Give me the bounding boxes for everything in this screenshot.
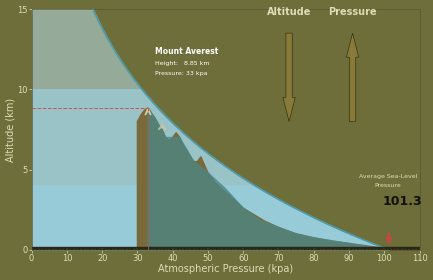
Text: Altitude: Altitude (267, 8, 311, 17)
Text: Average Sea-Level: Average Sea-Level (359, 174, 417, 179)
Text: Pressure: Pressure (375, 183, 401, 188)
Polygon shape (145, 108, 151, 115)
X-axis label: Atmospheric Pressure (kpa): Atmospheric Pressure (kpa) (158, 264, 293, 274)
Polygon shape (158, 125, 166, 129)
Text: 101.3: 101.3 (382, 195, 422, 208)
Text: Pressure: 33 kpa: Pressure: 33 kpa (155, 71, 207, 76)
Polygon shape (148, 108, 389, 250)
Text: Mount Averest: Mount Averest (155, 47, 218, 56)
FancyArrow shape (283, 33, 295, 122)
Bar (32, 247, 420, 250)
FancyArrow shape (346, 33, 359, 122)
Text: Pressure: Pressure (328, 8, 377, 17)
Y-axis label: Altitude (km): Altitude (km) (6, 97, 16, 162)
Text: Height:   8.85 km: Height: 8.85 km (155, 61, 210, 66)
Polygon shape (137, 108, 389, 250)
